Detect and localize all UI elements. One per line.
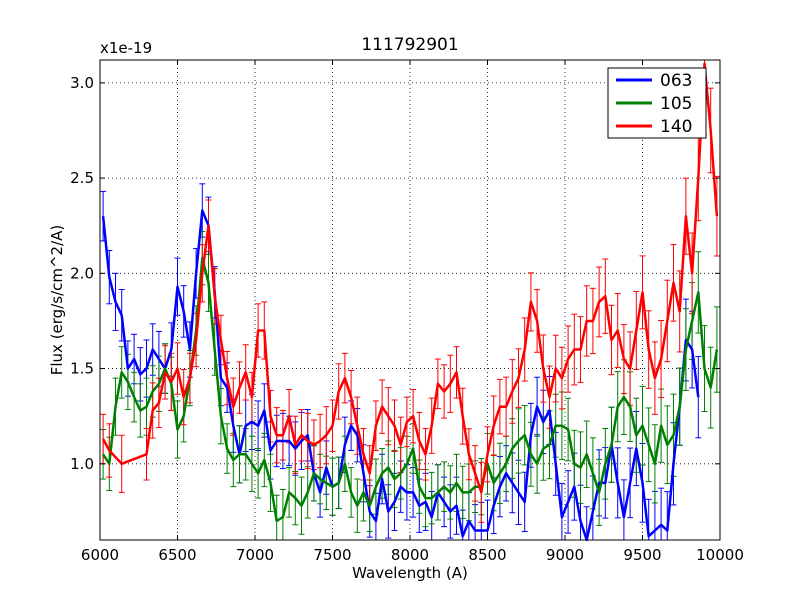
y-axis-ticks: 1.0 1.5 2.0 2.5 3.0 [70, 74, 720, 473]
legend-label-105: 105 [660, 94, 692, 114]
series-line-140 [101, 62, 719, 494]
y-tick-label-1: 1.5 [70, 360, 94, 378]
y-axis-title: Flux (erg/s/cm^2/A) [48, 225, 66, 376]
y-tick-label-4: 3.0 [70, 74, 94, 92]
y-scale-factor-label: x1e-19 [100, 39, 152, 57]
series-line-063 [101, 209, 700, 542]
y-tick-label-0: 1.0 [70, 455, 94, 473]
series-lines [101, 62, 719, 542]
x-tick-label-6500: 6500 [158, 546, 196, 564]
x-tick-label-8000: 8000 [391, 546, 429, 564]
x-tick-label-9500: 9500 [623, 546, 661, 564]
y-tick-label-2: 2.0 [70, 264, 94, 282]
x-tick-label-10000: 10000 [696, 546, 744, 564]
x-tick-label-8500: 8500 [468, 546, 506, 564]
chart-title: 111792901 [361, 35, 458, 55]
x-tick-label-9000: 9000 [546, 546, 584, 564]
y-tick-label-3: 2.5 [70, 169, 94, 187]
x-tick-label-7000: 7000 [236, 546, 274, 564]
x-axis-title: Wavelength (A) [352, 564, 468, 582]
x-axis-ticks: 6000 6500 7000 7500 8000 8500 9000 9500 10000 [81, 60, 744, 564]
legend-label-140: 140 [660, 117, 692, 137]
x-tick-label-7500: 7500 [313, 546, 351, 564]
legend-label-063: 063 [660, 71, 692, 91]
legend: 063 105 140 [607, 67, 707, 139]
x-tick-label-6000: 6000 [81, 546, 119, 564]
series-line-105 [102, 256, 719, 523]
